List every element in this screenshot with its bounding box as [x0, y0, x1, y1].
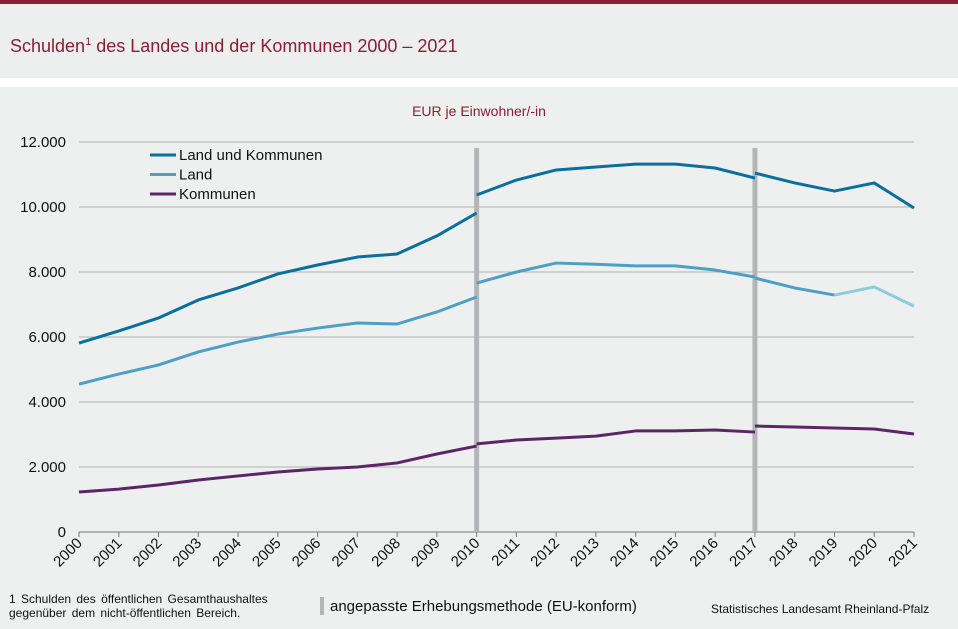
chart-title: Schulden1 des Landes und der Kommunen 20… — [10, 36, 457, 57]
y-tick-label: 6.000 — [28, 329, 66, 346]
series-line-land-und-kommunen — [754, 171, 915, 210]
x-tick-label: 2005 — [249, 535, 285, 571]
legend-label: Kommunen — [179, 186, 256, 203]
title-footnote-marker: 1 — [85, 36, 92, 48]
series-line-kommunen — [78, 444, 477, 494]
brand-top-bar — [0, 0, 958, 4]
y-tick-label: 8.000 — [28, 264, 66, 281]
x-tick-label: 2019 — [806, 535, 842, 571]
x-tick-label: 2021 — [885, 535, 921, 571]
legend-label: Land — [179, 167, 212, 184]
x-tick-label: 2007 — [329, 535, 365, 571]
series-line-land-provisional — [834, 285, 915, 308]
footnote-line-2: gegenüber dem nicht-öffentlichen Bereich… — [9, 606, 241, 620]
x-tick-label: 2006 — [289, 535, 325, 571]
series-line-kommunen — [476, 428, 756, 446]
chart-header: Schulden1 des Landes und der Kommunen 20… — [0, 4, 958, 78]
y-tick-label: 0 — [58, 524, 66, 541]
method-break-bar — [474, 148, 480, 532]
y-tick-label: 10.000 — [20, 199, 66, 216]
x-tick-label: 2002 — [130, 535, 166, 571]
title-rest: des Landes und der Kommunen 2000 – 2021 — [91, 36, 458, 56]
x-tick-label: 2001 — [90, 535, 126, 571]
x-tick-label: 2020 — [845, 535, 881, 571]
x-tick-label: 2004 — [209, 535, 245, 571]
y-tick-label: 2.000 — [28, 459, 66, 476]
x-tick-label: 2011 — [488, 535, 523, 570]
footnote: 1 Schulden des öffentlichen Gesamthausha… — [9, 592, 268, 620]
series-line-kommunen — [754, 424, 915, 436]
footnote-line-1: 1 Schulden des öffentlichen Gesamthausha… — [9, 592, 268, 606]
series-line-land — [78, 295, 478, 386]
method-legend-label: angepasste Erhebungsmethode (EU-konform) — [330, 597, 637, 615]
x-tick-label: 2018 — [766, 535, 802, 571]
y-tick-label: 12.000 — [20, 134, 66, 151]
chart-unit-label: EUR je Einwohner/-in — [412, 103, 546, 119]
x-tick-label: 2014 — [607, 535, 643, 571]
x-tick-label: 2012 — [527, 535, 563, 571]
method-break-bar — [752, 148, 758, 532]
series-line-land — [754, 276, 835, 297]
source-credit: Statistisches Landesamt Rheinland-Pfalz — [711, 602, 930, 616]
title-main: Schulden — [10, 36, 86, 56]
x-tick-label: 2013 — [567, 535, 603, 571]
x-tick-label: 2016 — [686, 535, 722, 571]
series-line-land-und-kommunen — [476, 162, 756, 197]
series-line-land — [476, 261, 756, 285]
x-tick-label: 2010 — [448, 535, 484, 571]
legend-label: Land und Kommunen — [179, 147, 322, 164]
method-legend: angepasste Erhebungsmethode (EU-konform) — [320, 597, 637, 615]
method-break-swatch — [320, 597, 324, 615]
x-tick-label: 2008 — [368, 535, 404, 571]
x-tick-label: 2000 — [50, 535, 86, 571]
x-tick-label: 2015 — [647, 535, 683, 571]
x-tick-label: 2009 — [408, 535, 444, 571]
y-tick-label: 4.000 — [28, 394, 66, 411]
series-line-land-und-kommunen — [78, 211, 478, 345]
x-tick-label: 2003 — [169, 535, 205, 571]
x-tick-label: 2017 — [726, 535, 762, 571]
